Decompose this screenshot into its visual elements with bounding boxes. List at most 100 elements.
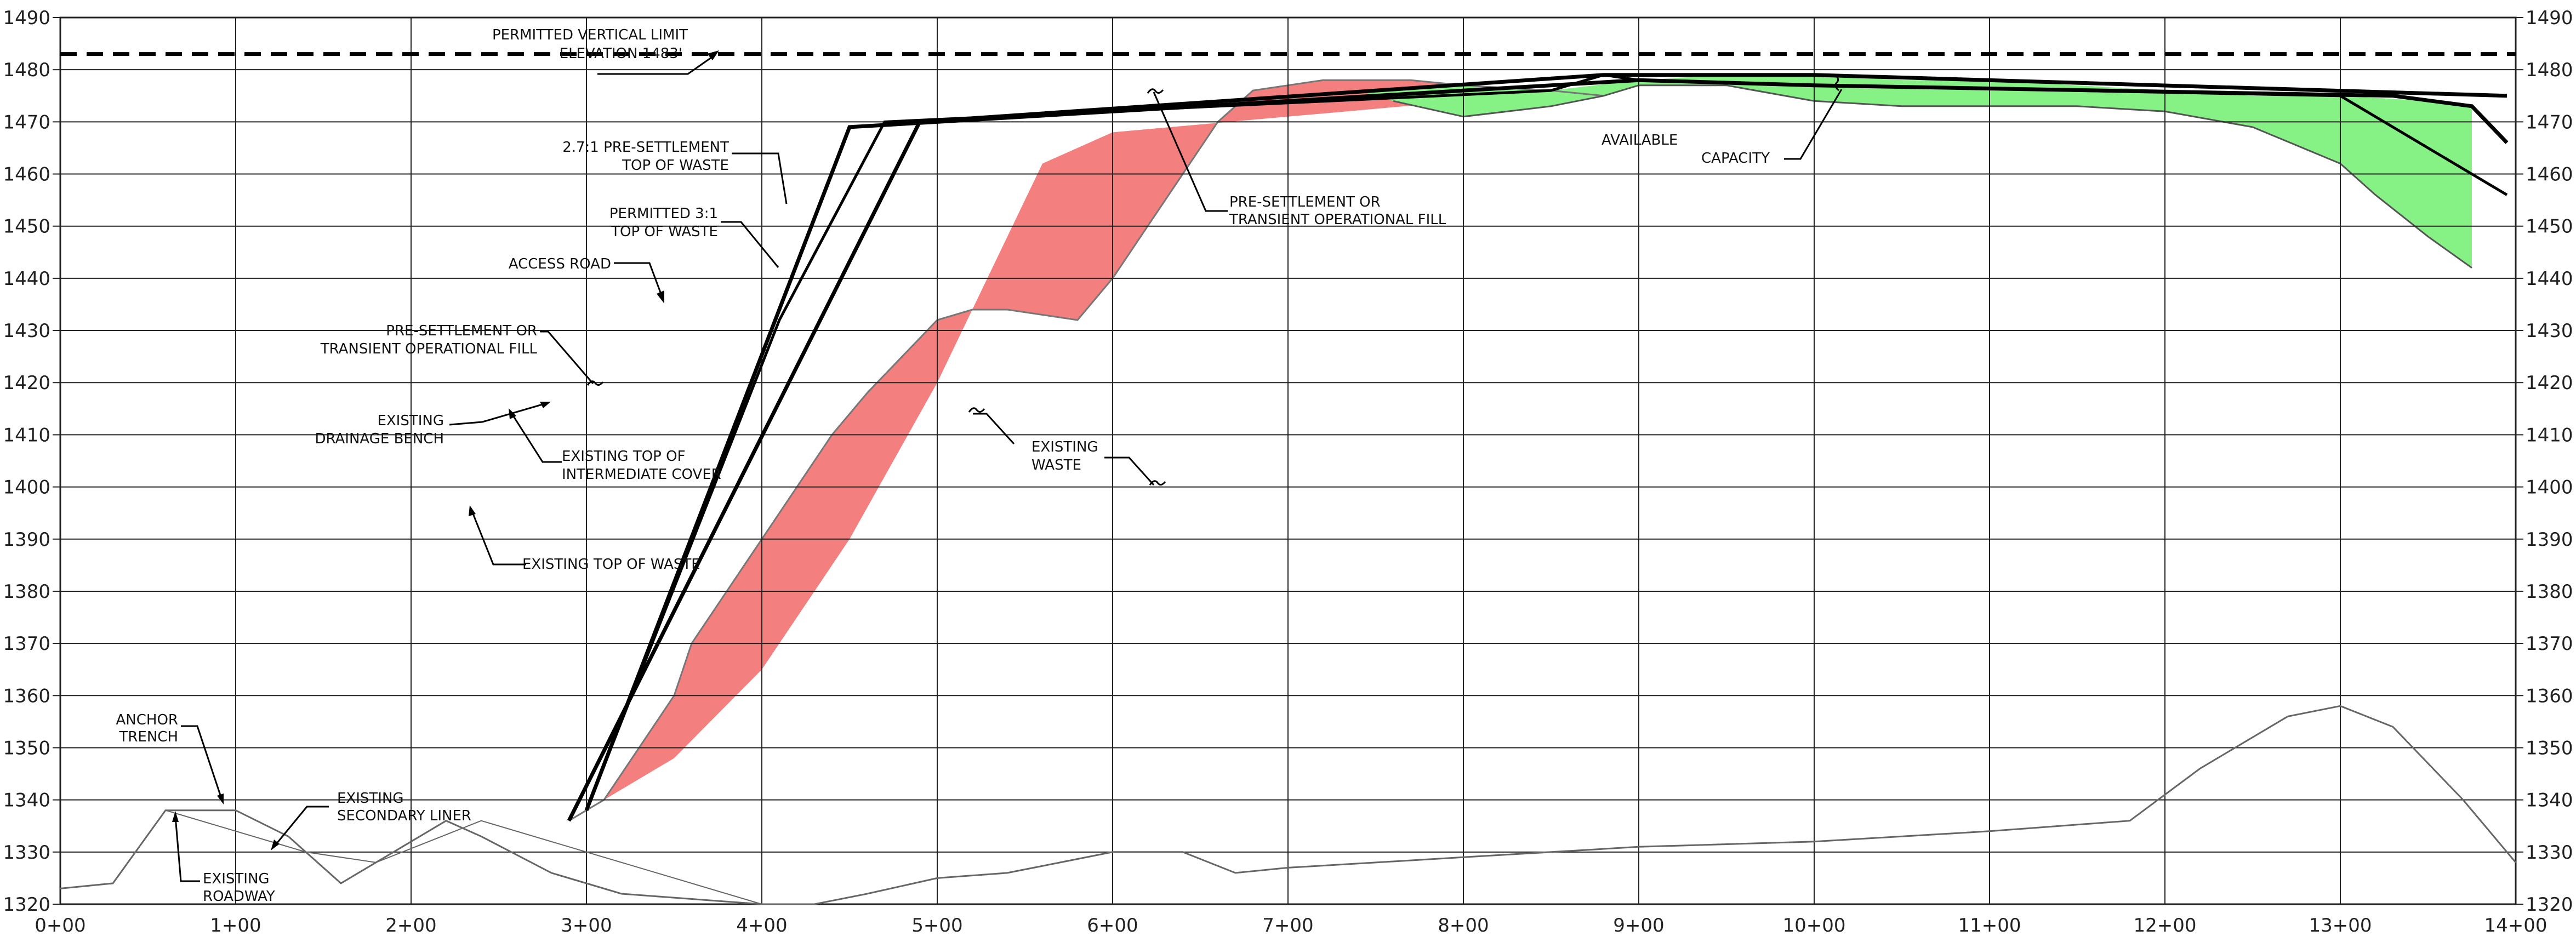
leader-existing-waste: [973, 413, 1015, 445]
existing-top-of-waste-line: [585, 73, 2508, 811]
leader-permitted-limit: [597, 54, 716, 75]
annotation-labels: PERMITTED VERTICAL LIMIT ELEVATION 1483'…: [116, 27, 1770, 905]
arrow-access-road: [657, 290, 664, 304]
leader-anchor-trench: [181, 725, 223, 801]
label-transient-fill-top-2: TRANSIENT OPERATIONAL FILL: [1229, 212, 1446, 228]
x-tick-label: 0+00: [35, 915, 86, 937]
squiggle-existing-waste-right: [1149, 480, 1166, 486]
label-intermediate-cover-2: INTERMEDIATE COVER: [562, 466, 721, 483]
x-tick-label: 10+00: [1782, 915, 1845, 937]
x-tick-label: 2+00: [385, 915, 436, 937]
squiggles: [586, 74, 1839, 486]
y-tick-label-left: 1490: [3, 7, 50, 29]
label-permitted-limit-2: ELEVATION 1483': [560, 45, 682, 62]
label-drainage-bench-1: EXISTING: [377, 413, 444, 429]
y-tick-label-right: 1420: [2526, 372, 2573, 394]
leader-transient-fill-top: [1153, 92, 1228, 212]
label-secondary-liner-2: SECONDARY LINER: [337, 808, 471, 824]
y-tick-label-right: 1430: [2526, 320, 2573, 342]
y-tick-label-left: 1390: [3, 529, 50, 551]
leader-permitted-31: [721, 221, 779, 268]
x-tick-label: 14+00: [2484, 915, 2547, 937]
y-tick-label-right: 1460: [2526, 164, 2573, 186]
y-tick-label-left: 1370: [3, 633, 50, 655]
y-tick-label-left: 1330: [3, 842, 50, 864]
label-presettle-top-2: TOP OF WASTE: [622, 157, 729, 174]
label-presettle-top-1: 2.7:1 PRE-SETTLEMENT: [562, 139, 729, 156]
profile-lines: [60, 73, 2517, 905]
arrows: [172, 50, 719, 850]
leader-existing-waste-2: [1104, 456, 1155, 486]
y-tick-label-right: 1450: [2526, 216, 2573, 238]
x-tick-label: 1+00: [210, 915, 261, 937]
label-permitted-31-2: TOP OF WASTE: [611, 224, 718, 240]
label-permitted-limit-1: PERMITTED VERTICAL LIMIT: [492, 27, 688, 43]
label-secondary-liner-1: EXISTING: [337, 790, 404, 807]
arrow-roadway: [172, 811, 179, 822]
leader-intermediate-cover: [510, 412, 562, 463]
label-available: AVAILABLE: [1602, 132, 1678, 149]
leader-top-of-waste: [470, 509, 526, 566]
label-anchor-trench-2: TRENCH: [118, 729, 178, 745]
leader-access-road: [614, 262, 664, 300]
secondary-liner-line: [60, 809, 762, 905]
arrow-secondary-liner: [271, 840, 280, 850]
leader-presettle-top: [732, 152, 788, 204]
y-tick-label-left: 1340: [3, 790, 50, 812]
leader-capacity: [1784, 89, 1843, 160]
x-tick-label: 8+00: [1438, 915, 1489, 937]
y-tick-label-left: 1380: [3, 581, 50, 603]
label-roadway-2: ROADWAY: [203, 888, 275, 905]
label-transient-fill-left-2: TRANSIENT OPERATIONAL FILL: [320, 341, 538, 357]
arrow-intermediate-cover: [509, 408, 516, 419]
leader-lines: [174, 54, 1843, 882]
y-tick-label-right: 1480: [2526, 59, 2573, 81]
y-tick-label-right: 1350: [2526, 737, 2573, 759]
squiggle-transient-top: [1147, 88, 1164, 94]
y-tick-label-right: 1390: [2526, 529, 2573, 551]
label-anchor-trench-1: ANCHOR: [116, 712, 178, 728]
y-tick-label-left: 1350: [3, 737, 50, 759]
arrow-top-of-waste: [469, 505, 476, 516]
y-tick-label-right: 1490: [2526, 7, 2573, 29]
grid-lines: [53, 16, 2523, 905]
leader-transient-fill-left: [540, 330, 594, 384]
y-tick-label-right: 1410: [2526, 424, 2573, 446]
label-permitted-31-1: PERMITTED 3:1: [609, 205, 718, 222]
leader-secondary-liner: [273, 806, 329, 847]
capacity-outline-lower: [1393, 84, 2472, 269]
x-tick-label: 6+00: [1087, 915, 1138, 937]
tick-labels: 0+00 1+00 2+00 3+00 4+00 5+00 6+00 7+00 8+00 9+00…: [3, 7, 2573, 937]
x-tick-label: 5+00: [911, 915, 962, 937]
y-tick-label-left: 1430: [3, 320, 50, 342]
y-tick-label-left: 1320: [3, 894, 50, 916]
label-intermediate-cover-1: EXISTING TOP OF: [562, 448, 686, 465]
arrow-permitted-limit: [707, 50, 719, 60]
y-tick-label-right: 1320: [2526, 894, 2573, 916]
label-transient-fill-top-1: PRE-SETTLEMENT OR: [1229, 194, 1381, 210]
x-tick-label: 13+00: [2309, 915, 2372, 937]
y-tick-label-left: 1460: [3, 164, 50, 186]
x-tick-label: 7+00: [1262, 915, 1313, 937]
label-drainage-bench-2: DRAINAGE BENCH: [315, 431, 444, 447]
y-tick-label-left: 1440: [3, 268, 50, 290]
y-tick-label-right: 1400: [2526, 477, 2573, 499]
leader-drainage-bench: [449, 402, 549, 426]
arrow-anchor-trench: [217, 793, 224, 804]
y-tick-label-left: 1420: [3, 372, 50, 394]
x-tick-label: 9+00: [1613, 915, 1664, 937]
y-tick-label-left: 1470: [3, 111, 50, 133]
plot-frame: [59, 16, 2517, 905]
x-tick-label: 12+00: [2133, 915, 2196, 937]
x-tick-label: 4+00: [736, 915, 787, 937]
label-existing-waste-2: WASTE: [1031, 457, 1081, 473]
label-access-road: ACCESS ROAD: [509, 256, 611, 272]
label-existing-waste-1: EXISTING: [1031, 439, 1098, 455]
x-tick-label: 11+00: [1958, 915, 2021, 937]
x-tick-label: 3+00: [561, 915, 612, 937]
y-tick-label-right: 1340: [2526, 790, 2573, 812]
existing-ground-line: [60, 705, 2517, 905]
y-tick-label-left: 1410: [3, 424, 50, 446]
label-capacity: CAPACITY: [1701, 150, 1770, 167]
